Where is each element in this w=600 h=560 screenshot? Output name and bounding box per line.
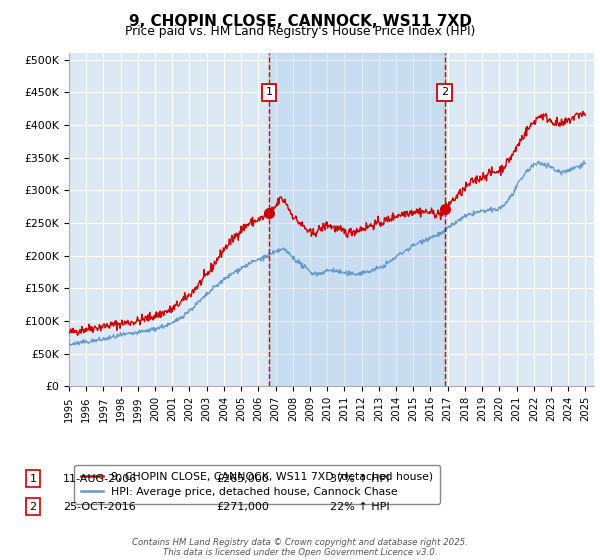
Text: 2: 2 (29, 502, 37, 512)
Text: £265,000: £265,000 (216, 474, 269, 484)
Legend: 9, CHOPIN CLOSE, CANNOCK, WS11 7XD (detached house), HPI: Average price, detache: 9, CHOPIN CLOSE, CANNOCK, WS11 7XD (deta… (74, 465, 440, 503)
Bar (269, 53, 445, 386)
Text: £271,000: £271,000 (216, 502, 269, 512)
Text: 37% ↑ HPI: 37% ↑ HPI (330, 474, 389, 484)
Text: 1: 1 (266, 87, 272, 97)
Text: 1: 1 (29, 474, 37, 484)
Text: Contains HM Land Registry data © Crown copyright and database right 2025.
This d: Contains HM Land Registry data © Crown c… (132, 538, 468, 557)
Text: 2: 2 (441, 87, 448, 97)
Text: 9, CHOPIN CLOSE, CANNOCK, WS11 7XD: 9, CHOPIN CLOSE, CANNOCK, WS11 7XD (128, 14, 472, 29)
Text: Price paid vs. HM Land Registry's House Price Index (HPI): Price paid vs. HM Land Registry's House … (125, 25, 475, 38)
Text: 11-AUG-2006: 11-AUG-2006 (63, 474, 137, 484)
Text: 25-OCT-2016: 25-OCT-2016 (63, 502, 136, 512)
Text: 22% ↑ HPI: 22% ↑ HPI (330, 502, 389, 512)
